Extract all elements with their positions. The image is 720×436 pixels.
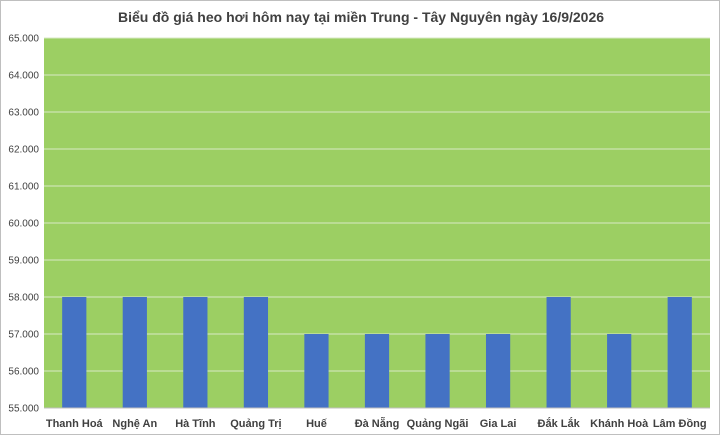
y-tick-label: 58.000 [8, 293, 39, 304]
bar-2 [122, 297, 147, 408]
bars [62, 297, 692, 408]
x-tick-label: Thanh Hoá [46, 418, 104, 430]
y-tick-label: 60.000 [8, 219, 39, 230]
y-tick-label: 55.000 [8, 404, 39, 415]
x-tick-label: Quảng Trị [230, 418, 281, 430]
x-tick-label: Lâm Đồng [653, 418, 707, 430]
x-tick-label: Quảng Ngãi [407, 418, 469, 430]
bar-11 [667, 297, 692, 408]
x-tick-label: Gia Lai [480, 418, 517, 430]
y-tick-label: 62.000 [8, 145, 39, 156]
x-axis-ticks: Thanh Hoá Nghệ An Hà Tĩnh Quảng Trị Huế Đà Nẵ… [46, 417, 707, 430]
y-tick-label: 61.000 [8, 182, 39, 193]
bar-6 [364, 334, 390, 408]
x-tick-label: Đắk Lắk [538, 417, 581, 430]
bar-4 [243, 297, 269, 408]
y-tick-label: 65.000 [8, 34, 39, 45]
bar-1 [62, 297, 87, 408]
x-tick-label: Hà Tĩnh [175, 418, 216, 430]
bar-9 [546, 297, 571, 408]
y-tick-label: 59.000 [8, 256, 39, 267]
y-tick-label: 56.000 [8, 367, 39, 378]
x-tick-label: Khánh Hoà [590, 418, 649, 430]
y-tick-label: 63.000 [8, 108, 39, 119]
y-tick-label: 64.000 [8, 71, 39, 82]
x-tick-label: Nghệ An [112, 418, 157, 430]
bar-10 [607, 334, 632, 408]
bar-3 [183, 297, 208, 408]
x-tick-label: Huế [306, 418, 328, 430]
chart-title: Biểu đồ giá heo hơi hôm nay tại miền Tru… [117, 9, 605, 25]
bar-7 [425, 334, 450, 408]
bar-5 [304, 334, 329, 408]
x-tick-label: Đà Nẵng [355, 417, 400, 430]
bar-8 [485, 334, 511, 408]
y-axis-ticks: 55.000 56.000 57.000 58.000 59.000 60.000 61.0… [8, 34, 39, 415]
y-tick-label: 57.000 [8, 330, 39, 341]
